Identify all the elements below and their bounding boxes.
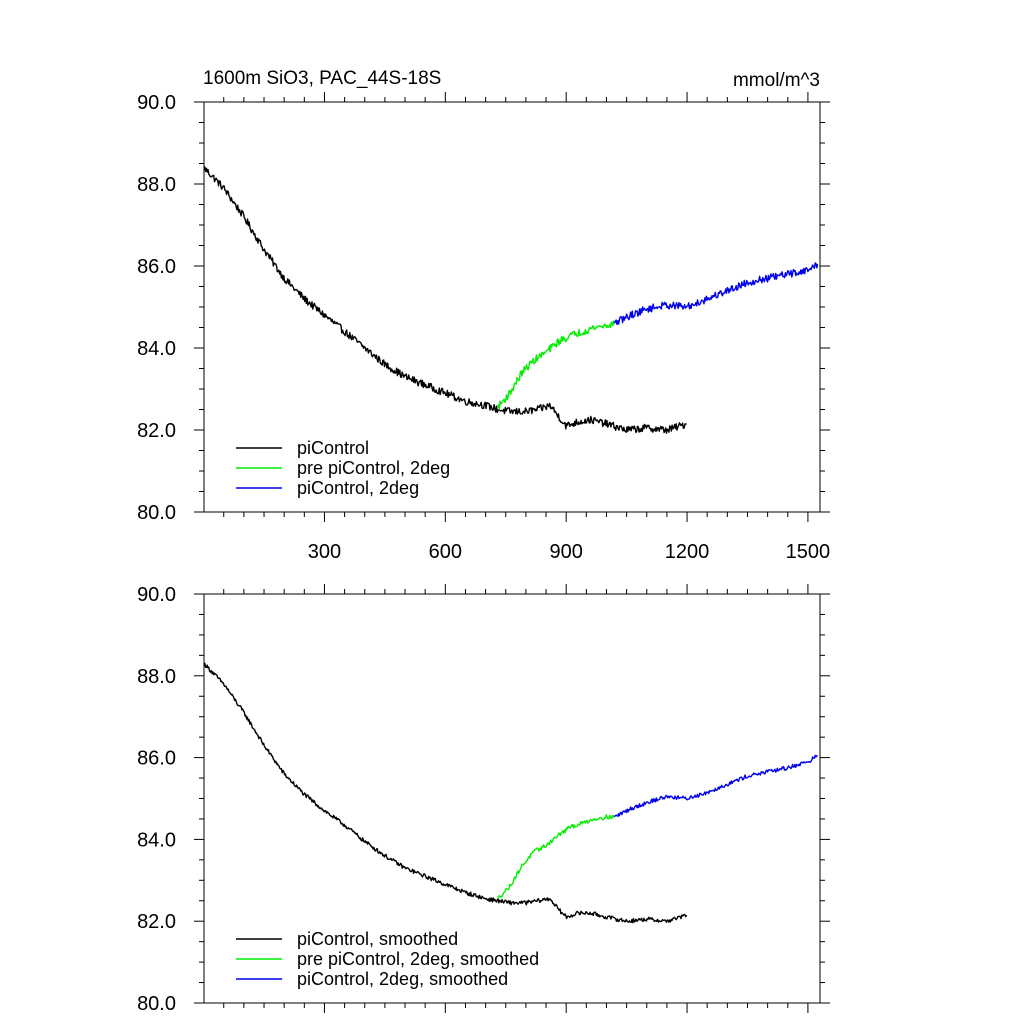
y-tick-label: 82.0 xyxy=(137,420,176,442)
y-tick-label: 80.0 xyxy=(137,502,176,524)
chart-title: 1600m SiO3, PAC_44S-18S xyxy=(203,68,441,89)
y-tick-label: 86.0 xyxy=(137,748,176,770)
bottom-panel: 80.0 82.0 84.0 86.0 88.0 90.0 piControl, smoot… xyxy=(137,584,830,1015)
legend-label: pre piControl, 2deg xyxy=(297,458,450,478)
x-tick-label: 900 xyxy=(549,541,582,563)
series-line-picontrol-2deg-smoothed xyxy=(613,754,818,818)
y-tick-label: 84.0 xyxy=(137,338,176,360)
legend-label: pre piControl, 2deg, smoothed xyxy=(297,949,539,969)
y-tick-label: 84.0 xyxy=(137,829,176,851)
y-tick-label: 90.0 xyxy=(137,584,176,606)
y-tick-label: 86.0 xyxy=(137,256,176,278)
legend-label: piControl, smoothed xyxy=(297,929,458,949)
y-tick-label: 82.0 xyxy=(137,911,176,933)
x-tick-label: 1200 xyxy=(665,541,710,563)
legend-label: piControl, 2deg, smoothed xyxy=(297,969,508,989)
series-line-picontrol xyxy=(203,166,687,434)
series-line-picontrol-smoothed xyxy=(203,662,688,924)
y-tick-label: 88.0 xyxy=(137,666,176,688)
legend-label: piControl, 2deg xyxy=(297,478,419,498)
y-tick-label: 88.0 xyxy=(137,174,176,196)
top-panel: 80.0 82.0 84.0 86.0 88.0 90.0 300 600 900 1200 150… xyxy=(137,92,830,563)
x-tick-label: 600 xyxy=(429,541,462,563)
legend-label: piControl xyxy=(297,438,369,458)
series-line-pre-picontrol-2deg-smoothed xyxy=(497,814,616,899)
x-tick-label: 300 xyxy=(308,541,341,563)
series-line-picontrol-2deg xyxy=(613,262,819,326)
y-tick-label: 80.0 xyxy=(137,993,176,1015)
y-tick-label: 90.0 xyxy=(137,92,176,114)
units-label: mmol/m^3 xyxy=(733,70,820,91)
series-line-pre-picontrol-2deg xyxy=(497,320,616,410)
x-tick-label: 1500 xyxy=(786,541,831,563)
